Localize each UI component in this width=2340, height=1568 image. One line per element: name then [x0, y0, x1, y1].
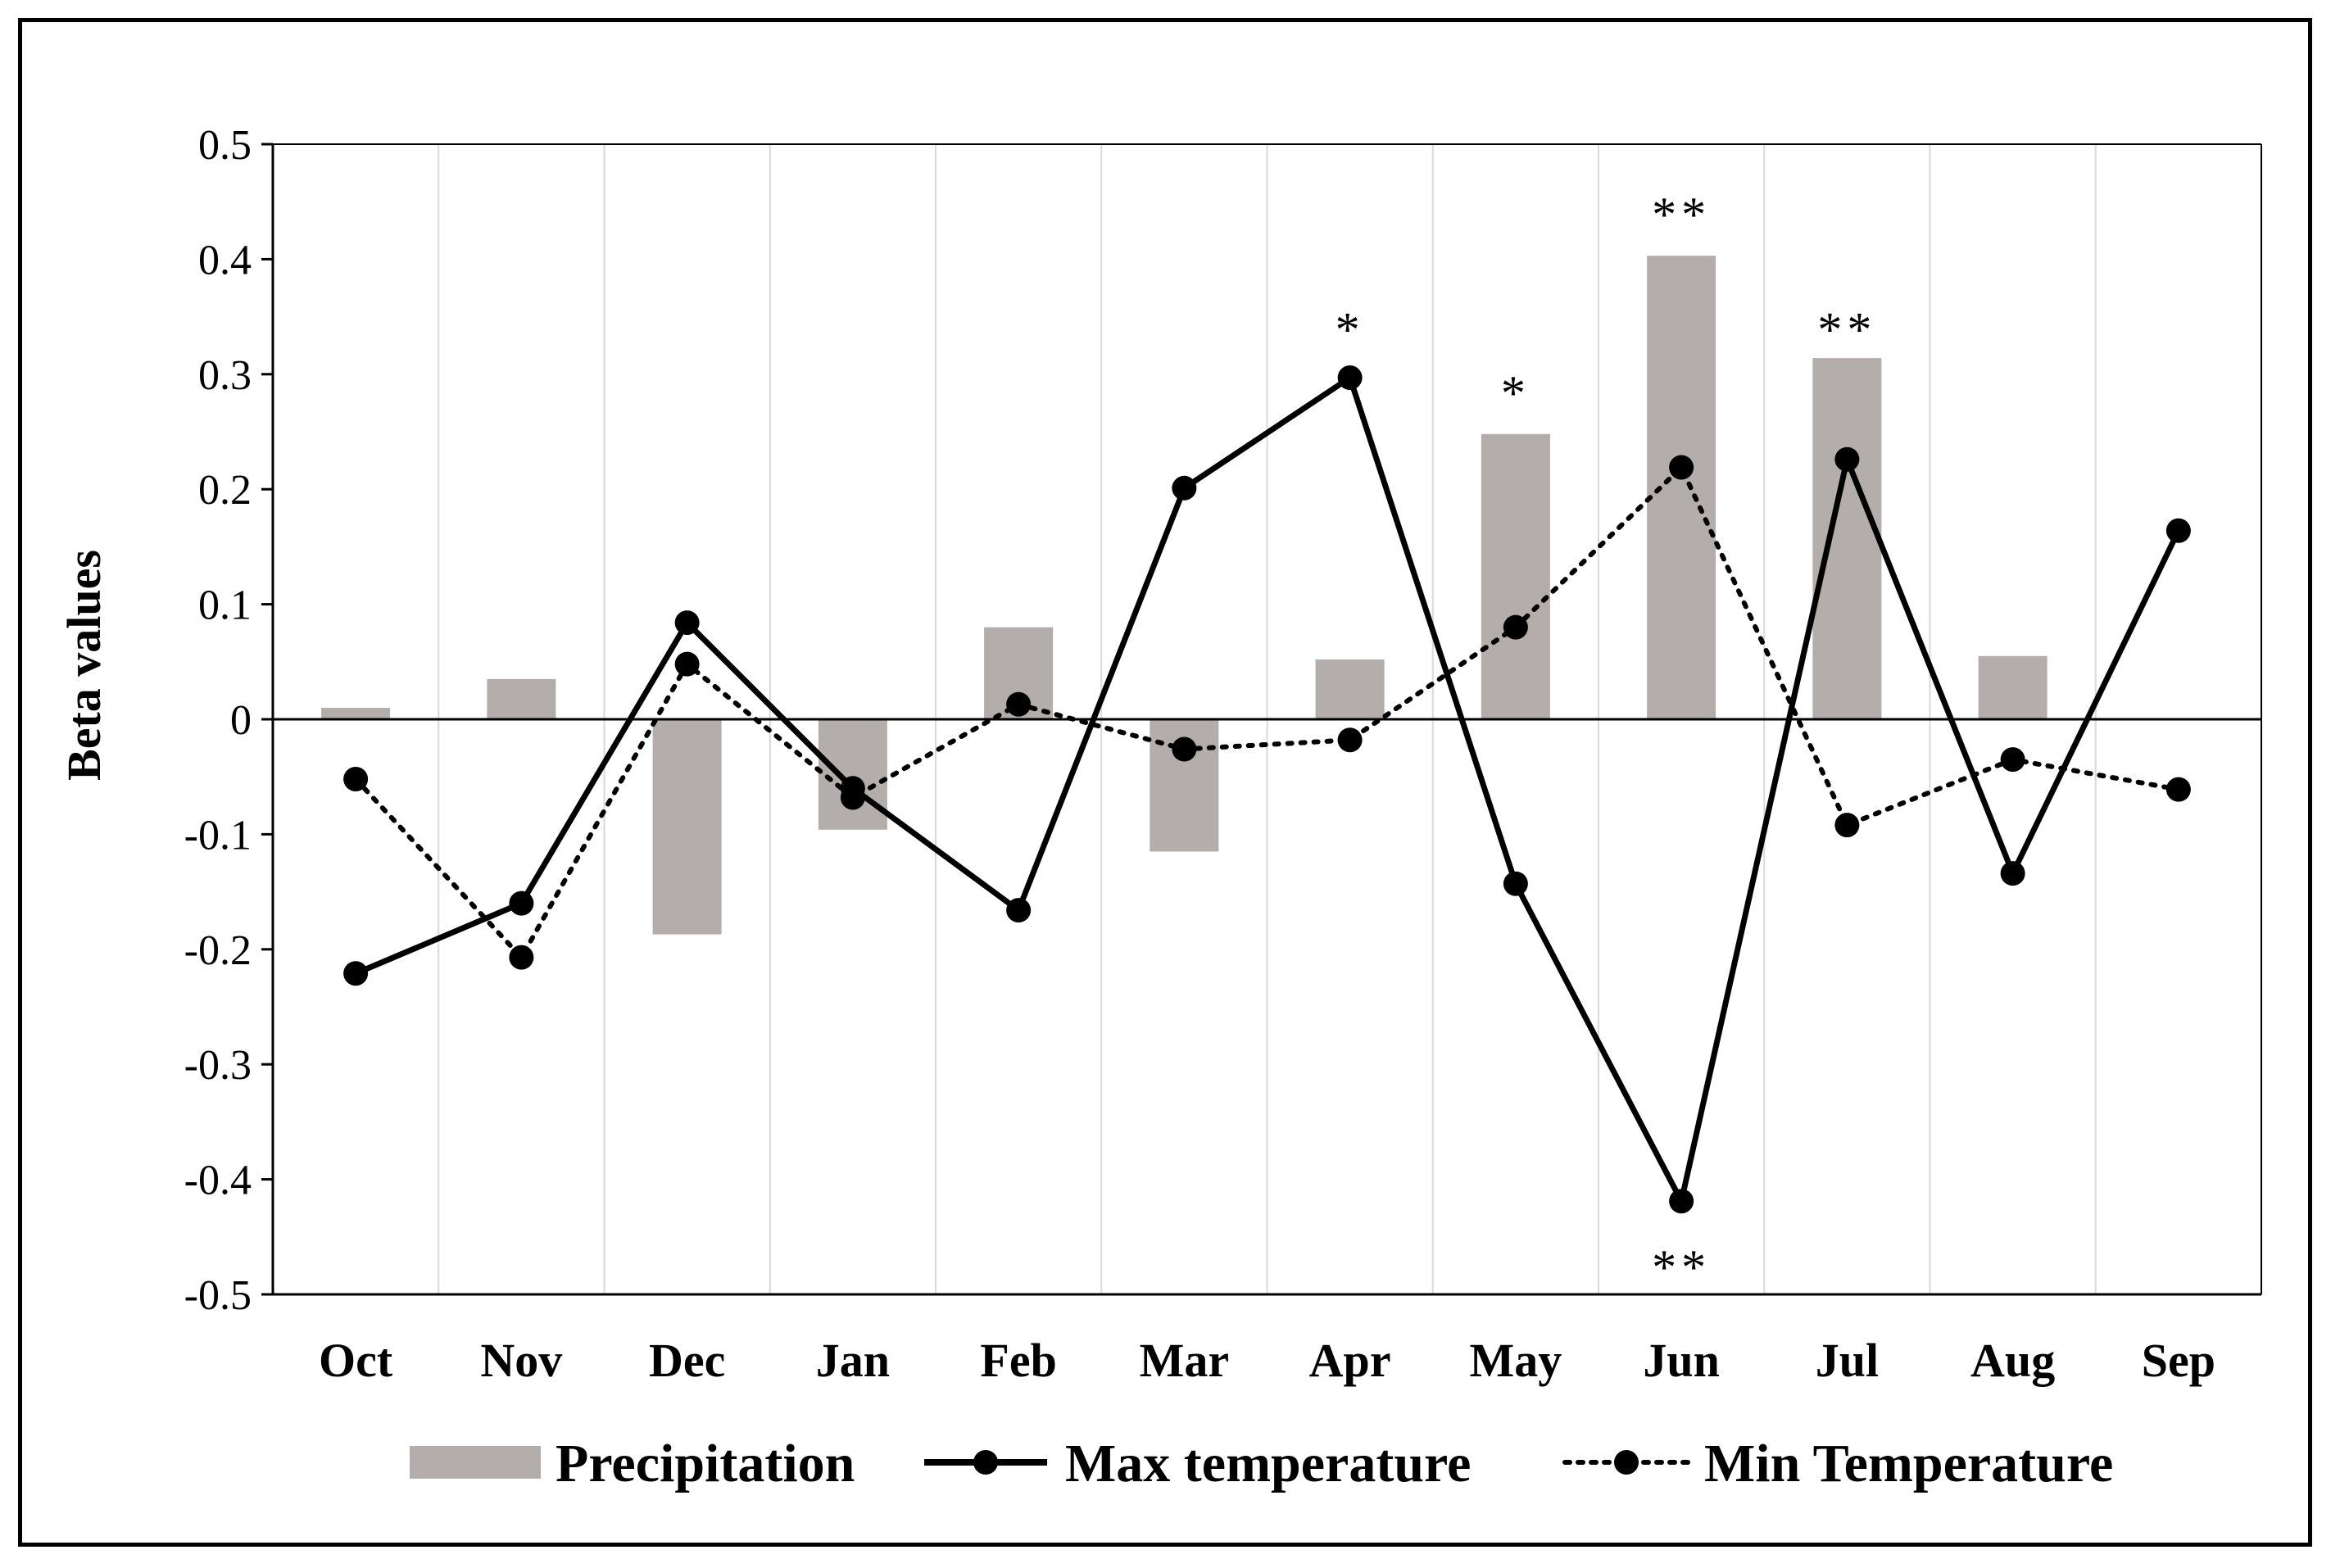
- legend-min-temperature-marker: [1614, 1450, 1639, 1475]
- min-temperature-point-aug: [2000, 747, 2025, 773]
- min-temperature-point-may: [1503, 614, 1528, 640]
- y-tick-label: 0: [230, 697, 252, 744]
- y-axis-label: Beta values: [57, 550, 111, 781]
- min-temperature-point-jun: [1669, 455, 1694, 480]
- x-axis-categories: Oct Nov Dec Jan Feb Mar Apr May Jun Jul Aug Sep: [319, 1334, 2215, 1387]
- max-temperature-point-mar: [1172, 475, 1197, 501]
- precipitation-bar-oct: [321, 707, 391, 719]
- min-temperature-point-apr: [1337, 727, 1363, 753]
- legend-precipitation-label: Precipitation: [556, 1434, 855, 1493]
- significance-marker-0: *: [1336, 303, 1365, 357]
- x-category-label-feb: Feb: [980, 1334, 1056, 1387]
- temperature-lines: [343, 365, 2191, 1214]
- y-axis-ticks: 0.5 0.4 0.3 0.2 0.1 0 -0.1 -0.2 -0.3 -0.4 -0.5: [184, 122, 273, 1319]
- y-tick-label: 0.3: [198, 352, 252, 399]
- x-category-label-apr: Apr: [1309, 1334, 1391, 1387]
- precipitation-bars: [321, 256, 2048, 935]
- x-category-label-aug: Aug: [1970, 1334, 2055, 1387]
- max-temperature-point-dec: [674, 610, 700, 636]
- precipitation-bar-jan: [818, 719, 887, 830]
- x-category-label-jun: Jun: [1643, 1334, 1720, 1387]
- min-temperature-line: [353, 465, 2181, 960]
- legend-max-temperature-marker: [973, 1450, 998, 1475]
- min-temperature-point-mar: [1172, 736, 1197, 762]
- x-category-label-nov: Nov: [480, 1334, 562, 1387]
- y-tick-label: -0.2: [184, 927, 252, 974]
- precipitation-bar-dec: [652, 719, 722, 935]
- x-category-label-jul: Jul: [1816, 1334, 1879, 1387]
- min-temperature-point-feb: [1006, 691, 1032, 717]
- x-category-label-dec: Dec: [649, 1334, 725, 1387]
- x-category-label-mar: Mar: [1140, 1334, 1230, 1387]
- max-temperature-point-oct: [343, 961, 369, 986]
- legend: Precipitation Max temperature Min Temper…: [410, 1434, 2113, 1493]
- x-category-label-may: May: [1470, 1334, 1562, 1387]
- max-temperature-point-may: [1503, 871, 1528, 896]
- y-tick-label: -0.4: [184, 1158, 252, 1204]
- precipitation-bar-nov: [487, 678, 556, 719]
- significance-marker-1: *: [1501, 366, 1531, 420]
- significance-marker-4: **: [1652, 1240, 1711, 1294]
- y-tick-label: 0.4: [198, 237, 252, 283]
- max-temperature-point-aug: [2000, 861, 2025, 886]
- x-category-label-jan: Jan: [816, 1334, 890, 1387]
- max-temperature-point-sep: [2165, 518, 2191, 543]
- y-tick-label: 0.5: [198, 122, 252, 169]
- min-temperature-point-jul: [1834, 813, 1860, 838]
- significance-marker-3: **: [1817, 303, 1876, 357]
- legend-precipitation-swatch: [410, 1446, 541, 1479]
- legend-max-temperature-label: Max temperature: [1065, 1434, 1471, 1493]
- y-tick-label: -0.1: [184, 812, 252, 859]
- max-temperature-point-feb: [1006, 898, 1032, 923]
- x-category-label-oct: Oct: [319, 1334, 393, 1387]
- y-tick-label: 0.2: [198, 467, 252, 514]
- max-temperature-line: [354, 374, 2182, 1204]
- min-temperature-point-nov: [509, 945, 534, 970]
- precipitation-bar-aug: [1978, 655, 2048, 719]
- x-category-label-sep: Sep: [2142, 1334, 2215, 1387]
- legend-min-temperature-label: Min Temperature: [1704, 1434, 2113, 1493]
- max-temperature-point-nov: [509, 890, 534, 916]
- max-temperature-point-apr: [1337, 365, 1363, 391]
- max-temperature-point-jul: [1834, 446, 1860, 472]
- precipitation-bar-may: [1481, 433, 1550, 719]
- min-temperature-point-dec: [674, 651, 700, 677]
- significance-marker-2: **: [1652, 188, 1711, 242]
- precipitation-bar-jul: [1812, 358, 1882, 719]
- min-temperature-point-sep: [2165, 777, 2191, 802]
- y-tick-label: -0.3: [184, 1042, 252, 1089]
- max-temperature-point-jun: [1669, 1189, 1694, 1214]
- max-temperature-point-jan: [840, 776, 865, 801]
- min-temperature-point-oct: [343, 767, 369, 792]
- precipitation-bar-apr: [1315, 659, 1385, 719]
- y-tick-label: 0.1: [198, 582, 252, 629]
- significance-annotations: ********: [1336, 188, 1876, 1294]
- y-tick-label: -0.5: [184, 1272, 252, 1319]
